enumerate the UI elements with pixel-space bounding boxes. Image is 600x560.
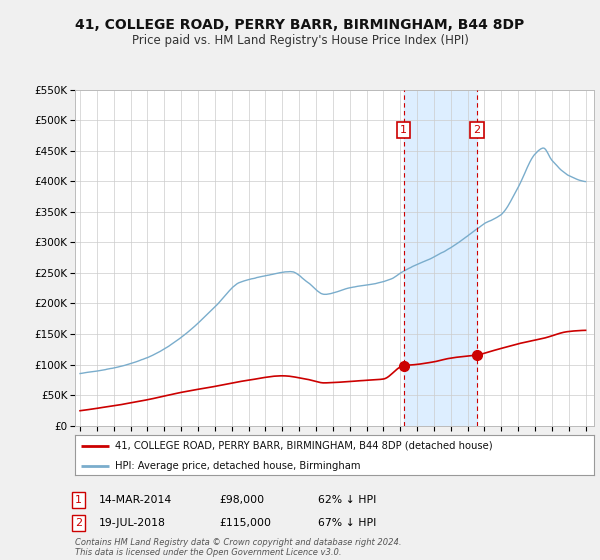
Text: 2: 2 <box>75 518 82 528</box>
Text: 41, COLLEGE ROAD, PERRY BARR, BIRMINGHAM, B44 8DP (detached house): 41, COLLEGE ROAD, PERRY BARR, BIRMINGHAM… <box>115 441 493 451</box>
Text: 67% ↓ HPI: 67% ↓ HPI <box>318 518 376 528</box>
Text: 19-JUL-2018: 19-JUL-2018 <box>99 518 166 528</box>
Text: 41, COLLEGE ROAD, PERRY BARR, BIRMINGHAM, B44 8DP: 41, COLLEGE ROAD, PERRY BARR, BIRMINGHAM… <box>76 18 524 32</box>
Text: 1: 1 <box>75 495 82 505</box>
Text: £115,000: £115,000 <box>219 518 271 528</box>
Bar <box>404 90 477 426</box>
Text: 62% ↓ HPI: 62% ↓ HPI <box>318 495 376 505</box>
Text: HPI: Average price, detached house, Birmingham: HPI: Average price, detached house, Birm… <box>115 461 361 471</box>
Text: 1: 1 <box>400 125 407 135</box>
Text: Contains HM Land Registry data © Crown copyright and database right 2024.
This d: Contains HM Land Registry data © Crown c… <box>75 538 401 557</box>
Text: 14-MAR-2014: 14-MAR-2014 <box>99 495 172 505</box>
Text: £98,000: £98,000 <box>219 495 264 505</box>
Text: Price paid vs. HM Land Registry's House Price Index (HPI): Price paid vs. HM Land Registry's House … <box>131 34 469 46</box>
Text: 2: 2 <box>473 125 481 135</box>
